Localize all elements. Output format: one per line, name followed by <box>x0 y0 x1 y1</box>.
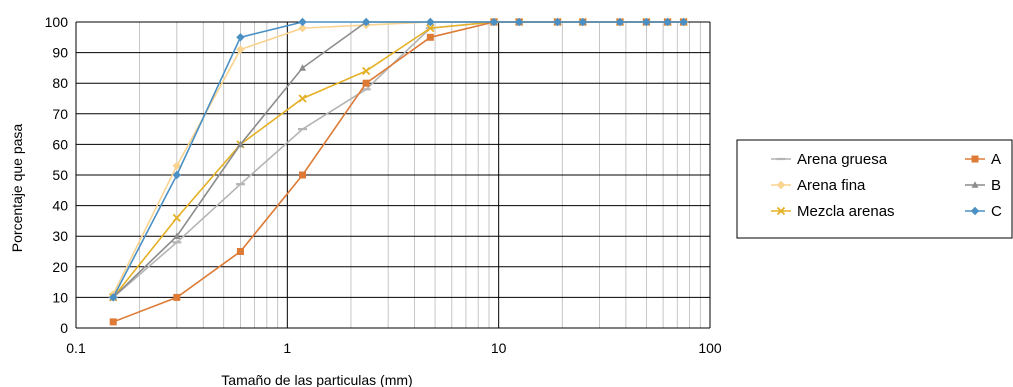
data-point <box>426 23 435 33</box>
y-tick-label: 100 <box>45 14 69 30</box>
x-tick-label: 0.1 <box>66 340 86 356</box>
data-point <box>173 232 181 239</box>
y-tick-label: 60 <box>52 136 68 152</box>
series-a <box>109 18 688 326</box>
series-line <box>112 21 684 299</box>
series-line <box>112 21 684 323</box>
legend-item: Arena gruesa <box>771 151 888 168</box>
series-line <box>112 21 684 295</box>
grid <box>75 21 711 329</box>
data-point <box>615 17 625 27</box>
x-tick-label: 100 <box>698 340 722 356</box>
data-point <box>172 170 182 180</box>
data-point <box>236 140 244 148</box>
y-tick-label: 50 <box>52 167 68 183</box>
y-tick-label: 30 <box>52 228 68 244</box>
data-point <box>361 17 371 27</box>
legend-marker <box>971 181 979 188</box>
data-point <box>299 171 307 179</box>
x-tick-label: 1 <box>283 340 291 356</box>
legend-marker <box>776 206 786 216</box>
series-c <box>109 17 688 302</box>
data-point <box>173 293 181 301</box>
data-point <box>298 17 307 27</box>
data-point <box>642 17 651 27</box>
data-point <box>172 213 181 222</box>
series-line <box>112 21 684 298</box>
data-point <box>426 17 435 27</box>
legend-label: A <box>991 151 1001 168</box>
data-point <box>298 23 307 33</box>
tick-labels: 0 10 20 30 40 50 60 70 80 90 100 0.1 1 10 100 <box>45 14 722 356</box>
y-tick-label: 0 <box>60 320 68 336</box>
legend-marker <box>970 206 980 216</box>
x-tick-label: 10 <box>491 340 507 356</box>
y-tick-label: 80 <box>52 75 68 91</box>
legend-item: Mezcla arenas <box>771 203 895 220</box>
legend-item: A <box>965 151 1001 168</box>
data-point <box>298 94 307 103</box>
data-point <box>489 17 499 27</box>
legend-label: C <box>991 203 1002 220</box>
legend-box <box>736 139 1013 239</box>
legend-item: C <box>965 203 1002 220</box>
x-axis-title: Tamaño de las particulas (mm) <box>221 372 412 387</box>
legend-label: Arena fina <box>797 177 866 194</box>
legend-marker <box>776 180 786 190</box>
legend-label: B <box>991 177 1001 194</box>
data-point <box>663 17 672 27</box>
legend-label: Arena gruesa <box>797 151 888 168</box>
data-point <box>578 17 587 27</box>
legend-marker <box>971 155 979 163</box>
series-layer <box>108 17 689 326</box>
data-point <box>553 17 562 27</box>
data-point <box>172 161 182 171</box>
legend-label: Mezcla arenas <box>797 203 895 220</box>
data-point <box>236 248 244 255</box>
y-axis-title: Porcentaje que pasa <box>9 124 25 253</box>
series-line <box>112 21 684 298</box>
data-point <box>362 79 370 87</box>
y-tick-label: 90 <box>52 45 68 61</box>
legend-item: Arena fina <box>771 177 866 194</box>
data-point <box>514 17 524 27</box>
data-point <box>236 33 245 42</box>
y-tick-label: 10 <box>52 289 68 305</box>
legend: Arena gruesa Arena fina Mezcla arenas ABC <box>736 139 1013 239</box>
series-arena-gruesa <box>108 20 689 299</box>
data-point <box>109 293 118 302</box>
data-point <box>362 66 371 76</box>
y-tick-label: 20 <box>52 259 68 275</box>
data-point <box>679 17 688 27</box>
data-point <box>236 45 245 54</box>
series-line <box>112 21 684 298</box>
y-tick-label: 40 <box>52 198 68 214</box>
data-point <box>299 64 307 71</box>
y-tick-label: 70 <box>52 106 68 122</box>
legend-item: B <box>965 177 1001 194</box>
data-point <box>426 33 434 41</box>
data-point <box>109 318 117 326</box>
